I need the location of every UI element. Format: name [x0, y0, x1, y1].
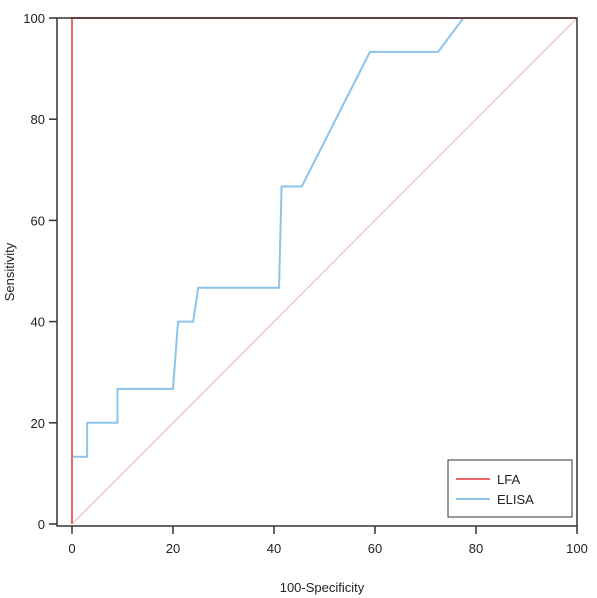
- y-ticks: 0 20 40 60 80 100: [23, 11, 57, 532]
- y-tick-label: 100: [23, 11, 45, 26]
- series-line-elisa: [71, 17, 577, 524]
- x-tick-label: 0: [68, 541, 75, 556]
- x-ticks: 0 20 40 60 80 100: [68, 526, 588, 556]
- x-tick-label: 40: [267, 541, 281, 556]
- plot-frame: [56, 17, 578, 527]
- legend-label-elisa: ELISA: [497, 492, 534, 507]
- x-tick-label: 20: [166, 541, 180, 556]
- legend-box: [447, 459, 573, 518]
- legend: LFA ELISA: [447, 459, 573, 518]
- x-tick-label: 80: [469, 541, 483, 556]
- y-tick-label: 40: [31, 315, 45, 330]
- y-tick-label: 60: [31, 213, 45, 228]
- y-tick-label: 20: [31, 416, 45, 431]
- y-tick-label: 80: [31, 112, 45, 127]
- axes-layer: [56, 17, 578, 527]
- x-tick-label: 100: [566, 541, 588, 556]
- legend-label-lfa: LFA: [497, 472, 520, 487]
- reference-layer: [71, 17, 578, 525]
- x-axis-title: 100-Specificity: [280, 580, 365, 595]
- reference-diagonal-line: [71, 17, 578, 525]
- y-tick-label: 0: [38, 517, 45, 532]
- y-axis-title: Sensitivity: [2, 242, 17, 301]
- x-tick-label: 60: [368, 541, 382, 556]
